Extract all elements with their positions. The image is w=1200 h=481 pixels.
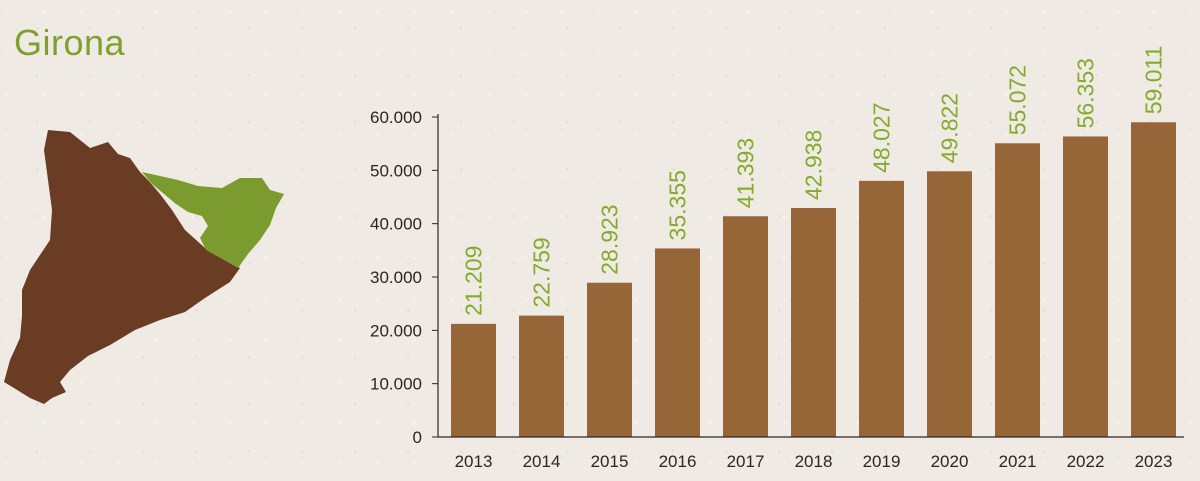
bar-2014 (519, 315, 564, 437)
bar-2022 (1063, 136, 1108, 437)
bar-2019 (859, 180, 904, 437)
value-labels: 21.209 22.759 28.923 35.355 41.393 42.938 48.0… (461, 46, 1167, 316)
bar-2023 (1131, 122, 1176, 438)
bar-2013 (451, 323, 496, 437)
bars (451, 122, 1176, 438)
value-label: 48.027 (869, 102, 895, 172)
x-tick-label: 2019 (863, 452, 901, 471)
value-label: 55.072 (1005, 65, 1031, 135)
value-label: 35.355 (665, 170, 691, 240)
y-axis: 0 10.000 20.000 30.000 40.000 50.000 60.000 (370, 108, 439, 447)
value-label: 49.822 (937, 93, 963, 163)
y-tick-label: 30.000 (370, 268, 422, 287)
bar-2018 (791, 207, 836, 437)
value-label: 59.011 (1141, 46, 1167, 115)
bar-2015 (587, 282, 632, 437)
x-axis: 2013 2014 2015 2016 2017 2018 2019 2020 2021 2022… (438, 436, 1184, 471)
bar-2017 (723, 216, 768, 437)
x-tick-label: 2021 (999, 452, 1037, 471)
value-label: 21.209 (461, 246, 487, 316)
bar-chart: 0 10.000 20.000 30.000 40.000 50.000 60.000 21… (370, 46, 1184, 471)
page-title: Girona (14, 22, 126, 63)
x-tick-label: 2013 (455, 452, 493, 471)
y-tick-label: 10.000 (370, 375, 422, 394)
y-tick-label: 50.000 (370, 161, 422, 180)
bar-2016 (655, 248, 700, 437)
bar-2020 (927, 171, 972, 438)
x-tick-label: 2022 (1067, 452, 1105, 471)
map-girona-region (142, 172, 284, 268)
x-tick-label: 2023 (1135, 452, 1173, 471)
bar-2021 (995, 143, 1040, 438)
x-tick-label: 2014 (523, 452, 561, 471)
x-tick-label: 2016 (659, 452, 697, 471)
value-label: 41.393 (733, 138, 759, 208)
y-tick-label: 20.000 (370, 321, 422, 340)
x-tick-label: 2017 (727, 452, 765, 471)
x-tick-label: 2015 (591, 452, 629, 471)
value-label: 22.759 (529, 237, 555, 307)
x-tick-label: 2018 (795, 452, 833, 471)
value-label: 28.923 (597, 204, 623, 274)
map-rest-of-region (4, 130, 240, 404)
value-label: 56.353 (1073, 58, 1099, 128)
value-label: 42.938 (801, 130, 827, 200)
y-tick-label: 0 (413, 428, 422, 447)
y-tick-label: 40.000 (370, 215, 422, 234)
x-tick-label: 2020 (931, 452, 969, 471)
y-tick-label: 60.000 (370, 108, 422, 127)
catalonia-map-icon (4, 130, 284, 404)
